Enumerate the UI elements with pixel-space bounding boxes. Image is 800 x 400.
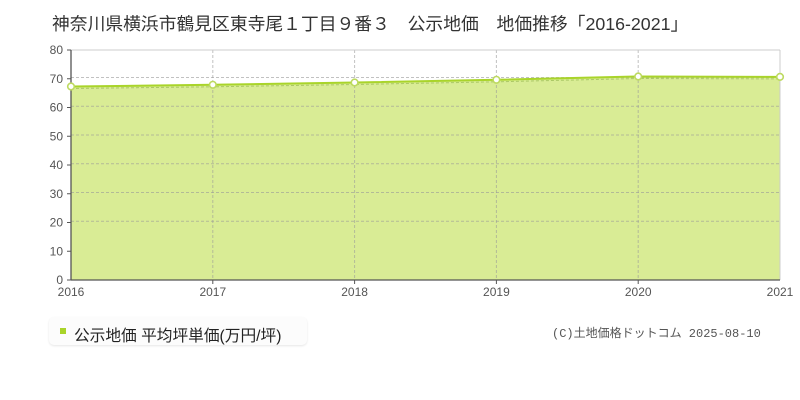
svg-text:70: 70: [50, 72, 64, 86]
svg-text:20: 20: [50, 216, 64, 230]
svg-text:60: 60: [50, 101, 64, 115]
svg-text:2016: 2016: [58, 285, 85, 299]
svg-text:2017: 2017: [199, 285, 226, 299]
svg-text:30: 30: [50, 187, 64, 201]
svg-text:50: 50: [50, 129, 64, 143]
svg-text:10: 10: [50, 244, 64, 258]
svg-text:2019: 2019: [483, 285, 510, 299]
svg-text:2020: 2020: [625, 285, 652, 299]
svg-text:80: 80: [50, 43, 64, 57]
svg-text:2018: 2018: [341, 285, 368, 299]
svg-text:2021: 2021: [767, 285, 794, 299]
svg-text:40: 40: [50, 158, 64, 172]
